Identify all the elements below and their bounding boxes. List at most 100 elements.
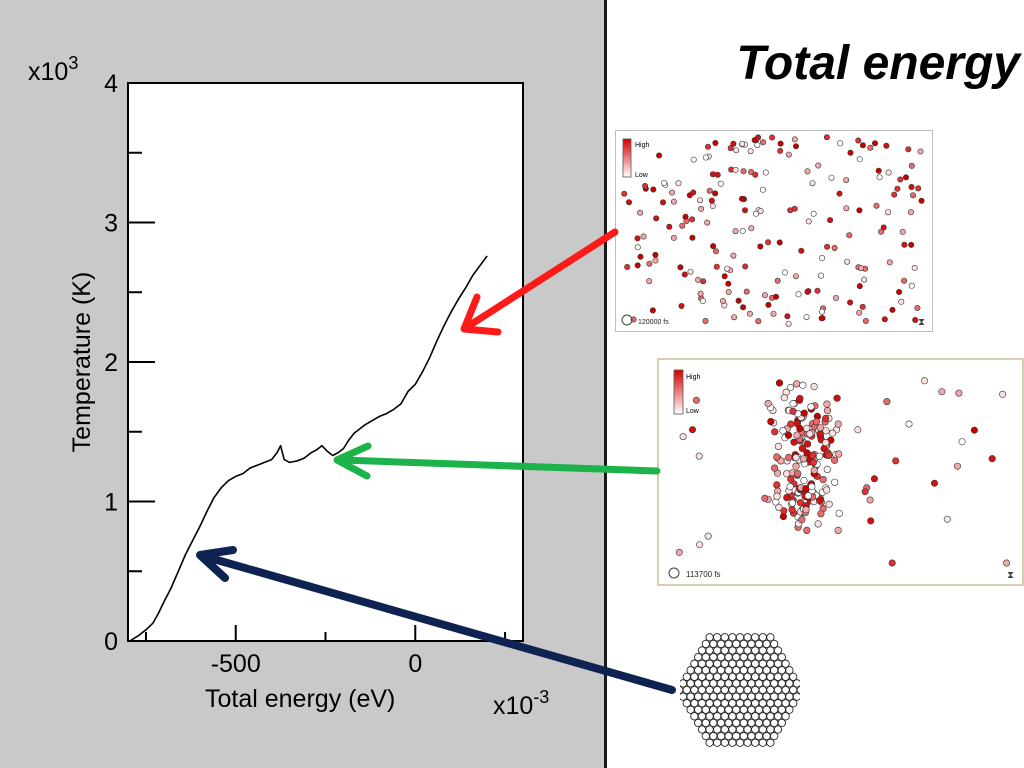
atom (678, 303, 685, 310)
atom (720, 659, 729, 668)
atom (762, 718, 771, 728)
atom (747, 148, 754, 155)
atom (888, 559, 896, 567)
atom (846, 232, 853, 239)
atom (766, 685, 775, 695)
atom (770, 639, 779, 649)
atom (770, 718, 779, 728)
atom (943, 515, 951, 523)
atom (678, 692, 688, 701)
atom (762, 692, 771, 701)
atom (871, 140, 878, 147)
atom (770, 692, 779, 701)
atom (646, 260, 653, 267)
atom (757, 208, 764, 215)
atom (815, 162, 822, 169)
atom (822, 414, 830, 423)
atom (754, 652, 764, 662)
atom (758, 738, 767, 747)
atom (713, 633, 722, 642)
atom (880, 224, 887, 231)
hexagonal-atom-lattice (675, 633, 805, 747)
atom (670, 234, 677, 241)
atom (659, 199, 666, 206)
atom (653, 215, 660, 222)
atom (732, 731, 741, 741)
atom (858, 265, 865, 272)
atom (970, 426, 978, 434)
atom (675, 180, 682, 187)
atom (742, 263, 749, 270)
atom (773, 293, 780, 300)
atom (835, 509, 843, 517)
atom (759, 186, 766, 193)
atom (781, 659, 790, 668)
atom (637, 209, 644, 216)
atom (837, 140, 844, 147)
atom (747, 718, 756, 728)
atom (702, 154, 709, 161)
atom (810, 210, 817, 217)
atom (773, 685, 783, 695)
atom (799, 455, 808, 463)
legend-high-label: High (686, 374, 701, 381)
atom (755, 318, 762, 325)
atom (720, 685, 729, 695)
atom (785, 705, 794, 714)
atom (739, 639, 748, 649)
atom (825, 500, 833, 508)
atom (728, 725, 737, 734)
atom (855, 137, 862, 144)
atom (914, 305, 921, 312)
atom (695, 276, 702, 283)
atom (716, 718, 726, 728)
atom (751, 685, 760, 695)
atom (739, 731, 748, 741)
atom (634, 235, 641, 242)
atom (716, 692, 726, 701)
atom (762, 639, 771, 649)
atom (786, 482, 794, 491)
atom (762, 169, 769, 176)
atom (716, 731, 726, 741)
atom (690, 156, 697, 163)
atom (766, 725, 775, 734)
atom (780, 394, 788, 402)
atom (781, 685, 790, 695)
atom (740, 168, 747, 175)
atom (814, 287, 821, 294)
atom (823, 465, 831, 473)
particle-cluster (675, 377, 1011, 567)
atom (898, 298, 905, 305)
atom (731, 314, 738, 321)
atom (652, 257, 659, 264)
atom (809, 180, 816, 187)
atom (735, 725, 745, 734)
atom (694, 718, 703, 728)
atom (747, 679, 756, 688)
atom (705, 646, 714, 655)
atom (892, 457, 900, 465)
atom (814, 520, 822, 528)
clock-icon (621, 314, 633, 326)
atom (743, 738, 752, 747)
atom (717, 180, 724, 187)
atom (843, 205, 850, 212)
atom (767, 417, 775, 426)
atom (701, 639, 710, 649)
atom (709, 692, 718, 701)
atom (682, 213, 689, 220)
atom (789, 407, 797, 415)
atom (828, 429, 836, 437)
atom (704, 532, 712, 540)
atom (930, 479, 938, 487)
atom (705, 659, 714, 668)
atom (675, 548, 683, 556)
atom (764, 399, 772, 408)
atom (883, 142, 890, 149)
atom (697, 685, 707, 695)
atom (687, 268, 694, 275)
atom (689, 234, 696, 241)
atom (727, 145, 734, 152)
atom (792, 679, 802, 688)
